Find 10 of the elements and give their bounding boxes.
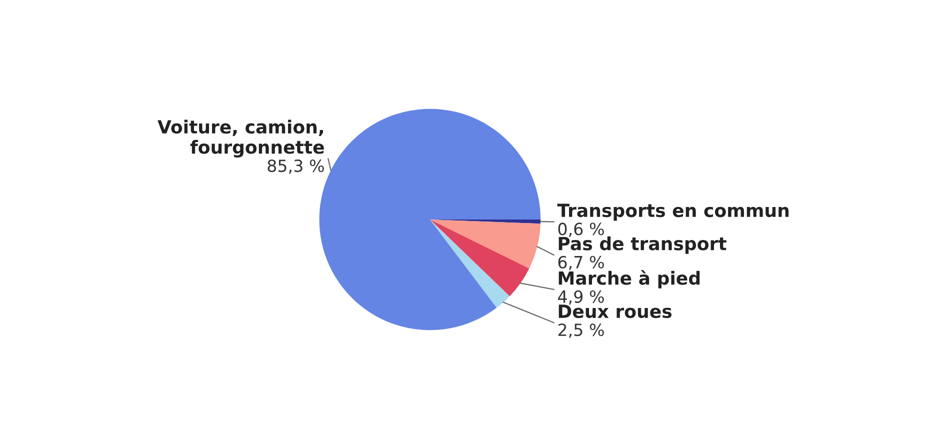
data-label: 6,7 %	[558, 256, 604, 270]
data-label: 85,3 %	[268, 159, 324, 174]
slice-label: Pas de transport	[558, 236, 726, 254]
data-label: 0,6 %	[558, 222, 604, 237]
slice-label: Transports en commun	[557, 204, 789, 221]
data-label: 4,9 %	[558, 290, 604, 305]
data-label: 2,5 %	[558, 324, 604, 338]
slice-label: Voiture, camion, fourgonnette	[158, 120, 324, 158]
slice-label: Deux roues	[558, 304, 672, 318]
slice-label: Marche à pied	[558, 270, 700, 288]
